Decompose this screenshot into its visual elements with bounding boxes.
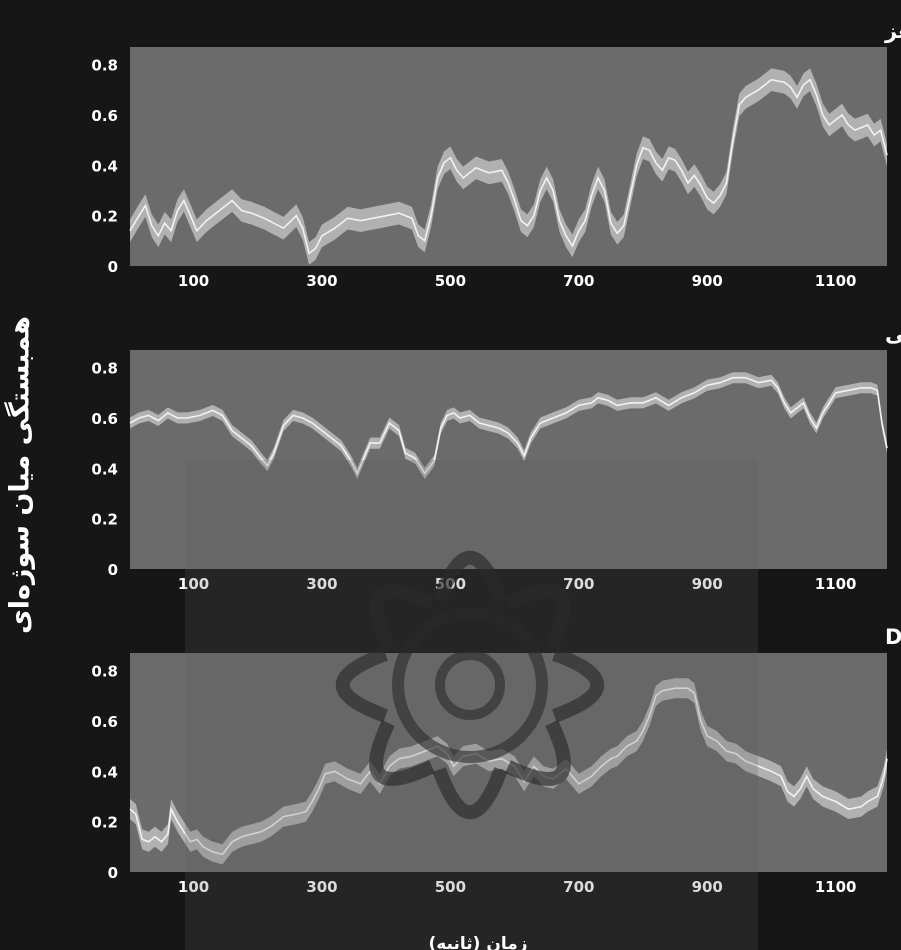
y-tick-label: 0.2 [91, 814, 118, 832]
x-tick-label: 300 [306, 878, 337, 896]
y-tick-label: 0.4 [91, 157, 118, 175]
y-tick-label: 0.2 [91, 511, 118, 529]
x-tick-label: 1100 [815, 272, 857, 290]
y-tick-label: 0.2 [91, 208, 118, 226]
watermark-box [185, 460, 758, 950]
y-tick-label: 0.8 [91, 360, 118, 378]
panel-1: الف: درگیری کلی در تمامی مناطق مغز 0 0.2 0.… [91, 18, 901, 290]
watermark-petal [432, 767, 508, 820]
x-tick-label: 700 [563, 575, 594, 593]
series-band [130, 68, 887, 265]
x-axis-label: زمان (ثانیه) [428, 934, 528, 950]
y-tick-label: 0.6 [91, 713, 118, 731]
x-tick-label: 300 [306, 272, 337, 290]
y-tick-label: 0.4 [91, 763, 118, 781]
x-tick-label: 900 [692, 878, 723, 896]
x-tick-label: 100 [178, 272, 209, 290]
x-tick-label: 700 [563, 878, 594, 896]
x-tick-label: 700 [563, 272, 594, 290]
watermark-petal [552, 647, 605, 723]
x-tick-label: 1100 [815, 575, 857, 593]
panel-title: الف: درگیری کلی در تمامی مناطق مغز [884, 18, 901, 43]
y-tick-label: 0.6 [91, 107, 118, 125]
watermark-petal [369, 584, 435, 650]
y-tick-label: 0 [108, 561, 118, 579]
panel-3: ج: تاثیرگذاری فیلم در قشر DLPFC 0 0.2 0.4 0.… [91, 624, 901, 896]
x-tick-label: 900 [692, 575, 723, 593]
panel-title: ج: تاثیرگذاری فیلم در قشر DLPFC [885, 624, 901, 650]
y-tick-label: 0 [108, 864, 118, 882]
panel-2: ب: تاثیرگذاری فیلم در قشر شنوایی 0 0.2 0.4 0… [91, 321, 901, 593]
y-tick-label: 0.4 [91, 460, 118, 478]
y-tick-label: 0 [108, 258, 118, 276]
x-tick-label: 100 [178, 878, 209, 896]
series-line [129, 376, 888, 476]
y-tick-label: 0.8 [91, 57, 118, 75]
x-tick-label: 500 [435, 272, 466, 290]
watermark-ring [392, 607, 548, 763]
watermark-petal [335, 647, 388, 723]
watermark-petal [432, 550, 508, 603]
x-tick-label: 300 [306, 575, 337, 593]
watermark [185, 460, 758, 950]
watermark-petal [505, 720, 571, 786]
panel-title: ب: تاثیرگذاری فیلم در قشر شنوایی [885, 321, 901, 346]
x-tick-label: 100 [178, 575, 209, 593]
x-tick-label: 500 [435, 878, 466, 896]
x-tick-label: 900 [692, 272, 723, 290]
watermark-core [435, 650, 505, 720]
x-tick-label: 1100 [815, 878, 857, 896]
watermark-petal [369, 720, 435, 786]
series-line [129, 78, 888, 255]
y-tick-label: 0.6 [91, 410, 118, 428]
watermark-petal [505, 584, 571, 650]
y-tick-label: 0.8 [91, 663, 118, 681]
series-line [129, 687, 888, 856]
